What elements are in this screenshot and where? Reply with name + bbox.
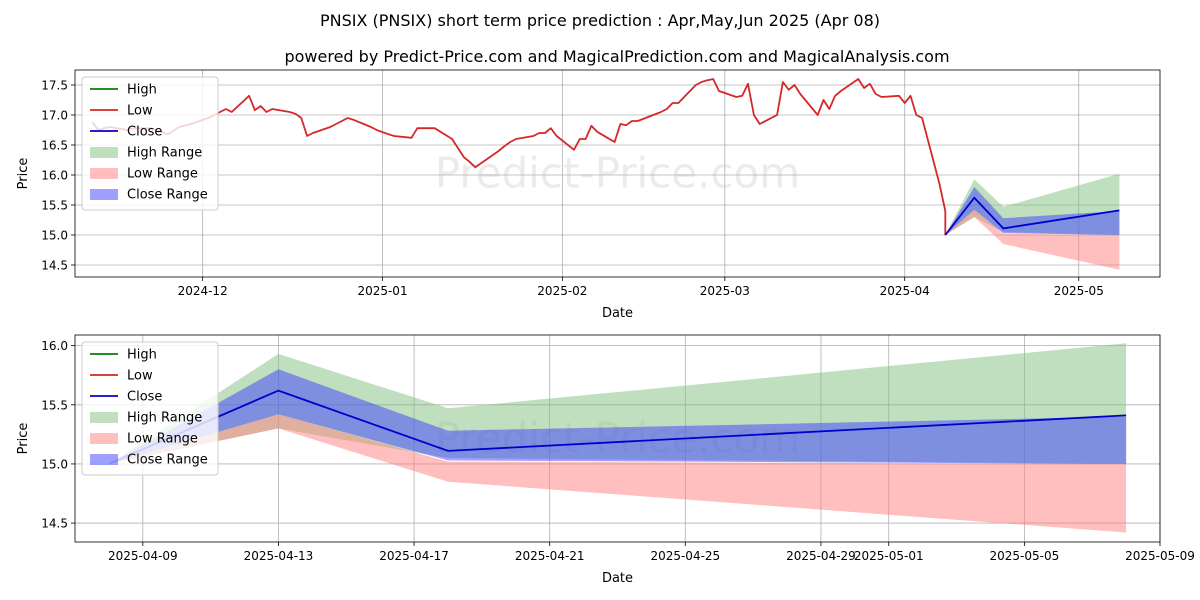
y-tick-label: 17.5	[41, 79, 68, 93]
watermark-text: Predict-Price.com	[435, 149, 800, 198]
legend-swatch-patch	[90, 454, 118, 465]
x-tick-label: 2024-12	[178, 284, 228, 298]
y-tick-label: 15.5	[41, 398, 68, 412]
y-axis: 14.5 15.0 15.5 16.0 16.5 17.0 17.5	[41, 79, 1160, 273]
y-tick-label: 16.0	[41, 169, 68, 183]
x-tick-label: 2025-05	[1054, 284, 1104, 298]
x-tick-label: 2025-04-17	[379, 549, 449, 563]
legend-label: Low Range	[127, 167, 198, 182]
y-tick-label: 17.0	[41, 109, 68, 123]
legend-swatch-patch	[90, 433, 118, 444]
y-tick-label: 15.0	[41, 457, 68, 471]
legend-swatch-patch	[90, 168, 118, 179]
legend-label: High Range	[127, 411, 202, 426]
x-tick-label: 2025-05-05	[990, 549, 1060, 563]
y-tick-label: 14.5	[41, 517, 68, 531]
legend: High Low Close High Range Low Range Close Ran…	[81, 76, 219, 211]
legend-label: Low	[127, 369, 153, 384]
y-axis-label: Price	[16, 423, 31, 455]
chart-subtitle: powered by Predict-Price.com and Magical…	[284, 47, 949, 66]
legend-label: Close Range	[127, 188, 208, 203]
x-axis-label: Date	[602, 306, 633, 321]
x-axis-label: Date	[602, 571, 633, 586]
x-tick-label: 2025-02	[537, 284, 587, 298]
y-tick-label: 16.5	[41, 139, 68, 153]
legend-label: Close	[127, 125, 162, 140]
history-price-line	[91, 78, 947, 212]
legend-swatch-patch	[90, 147, 118, 158]
close-range-band	[108, 369, 1127, 464]
plot-frame	[74, 69, 1161, 278]
low-range-band	[945, 209, 1120, 270]
legend-label: Close Range	[127, 453, 208, 468]
legend-label: Low Range	[127, 432, 198, 447]
predicted-close-line	[944, 196, 1120, 236]
chart-title: PNSIX (PNSIX) short term price predictio…	[320, 11, 880, 30]
x-tick-label: 2025-04-25	[650, 549, 720, 563]
plot-frame	[74, 334, 1161, 543]
low-range-band	[108, 414, 1127, 533]
y-tick-label: 14.5	[41, 259, 68, 273]
legend-label: High	[127, 83, 157, 98]
close-range-band	[945, 187, 1120, 235]
x-tick-label: 2025-03	[700, 284, 750, 298]
legend-label: Close	[127, 390, 162, 405]
x-tick-label: 2025-04-09	[108, 549, 178, 563]
x-tick-label: 2025-05-01	[854, 549, 924, 563]
zoom-chart-panel: Predict-Price.com14.515.015.516.02025-04…	[16, 334, 1195, 586]
x-tick-label: 2025-04-13	[244, 549, 314, 563]
main-chart-panel: Predict-Price.com 14.5 15.0 15.5 16.0 16.5 17.…	[16, 69, 1161, 321]
y-tick-label: 15.5	[41, 199, 68, 213]
y-axis-label: Price	[16, 158, 31, 190]
legend-label: High Range	[127, 146, 202, 161]
x-tick-label: 2025-04-29	[786, 549, 856, 563]
x-tick-label: 2025-05-09	[1125, 549, 1195, 563]
y-tick-label: 16.0	[41, 339, 68, 353]
legend-label: High	[127, 348, 157, 363]
x-tick-label: 2025-01	[357, 284, 407, 298]
x-tick-label: 2025-04-21	[515, 549, 585, 563]
y-tick-label: 15.0	[41, 229, 68, 243]
legend-label: Low	[127, 104, 153, 119]
legend: High Low Close High Range Low Range Close Ran…	[81, 341, 219, 476]
x-tick-label: 2025-04	[880, 284, 930, 298]
legend-swatch-patch	[90, 189, 118, 200]
x-axis: 2025-04-09 2025-04-13 2025-04-17 2025-04-21…	[108, 335, 1195, 563]
legend-swatch-patch	[90, 412, 118, 423]
